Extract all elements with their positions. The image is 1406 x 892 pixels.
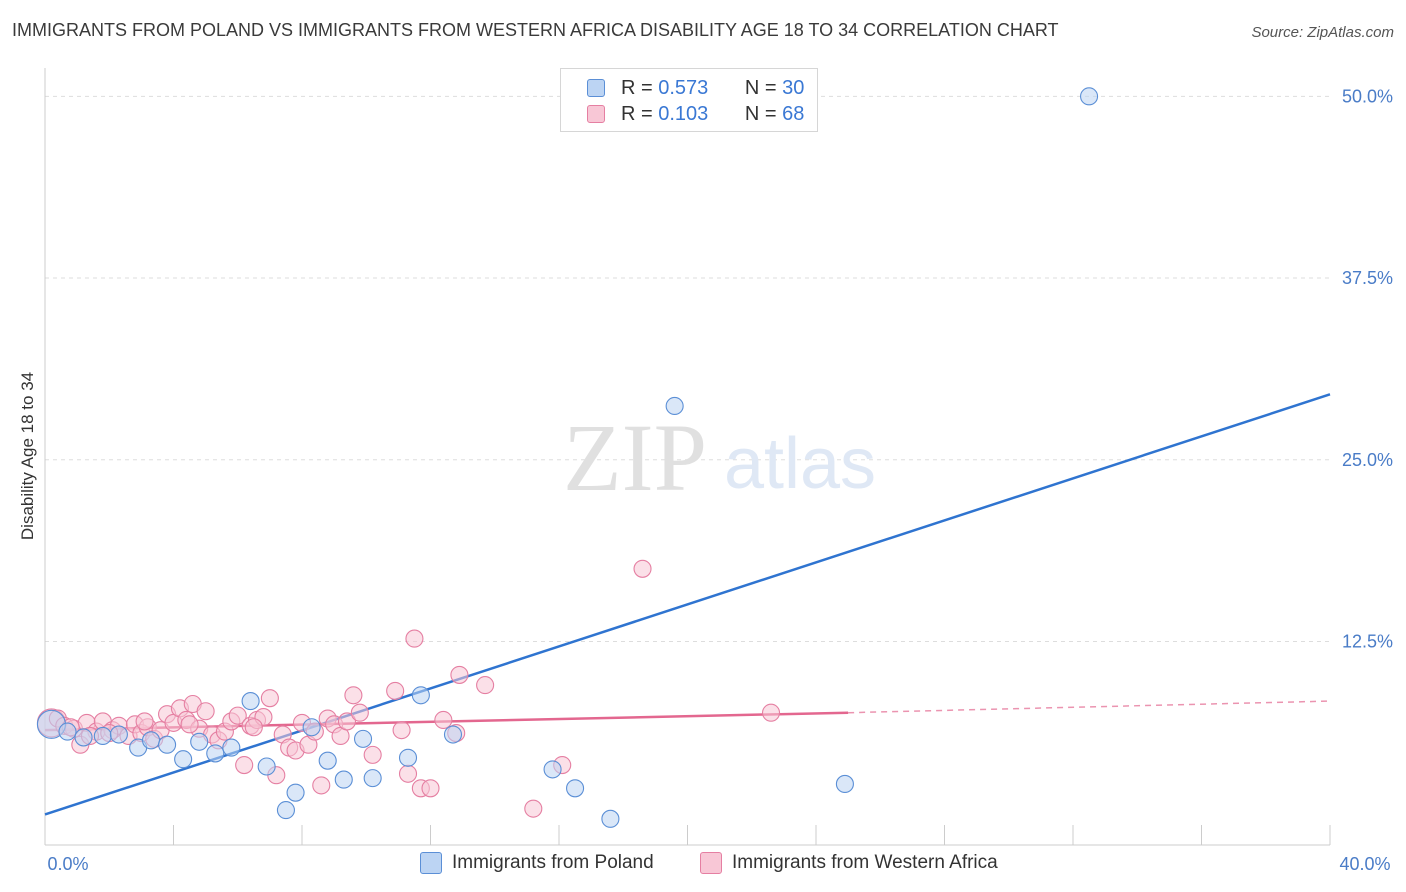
bottom-legend-swatch-poland: [420, 852, 442, 874]
poland-point: [93, 726, 112, 746]
africa-point: [405, 629, 424, 648]
legend-n-label: N =: [744, 102, 777, 125]
watermark-atlas: atlas: [724, 424, 876, 504]
bottom-legend-label-poland: Immigrants from Poland: [452, 852, 654, 873]
correlation-legend: R = 0.573 N = 30 R = 0.103 N = 68: [560, 68, 818, 132]
africa-point: [761, 703, 781, 722]
africa-points: [36, 559, 781, 818]
poland-point: [74, 728, 93, 747]
poland-point: [206, 744, 225, 763]
x-tick-label-min: 0.0%: [47, 854, 88, 874]
africa-point: [633, 559, 652, 578]
poland-point: [241, 692, 260, 711]
poland-point: [302, 718, 321, 737]
legend-r-value: 0.573: [658, 76, 709, 99]
y-tick-label: 37.5%: [1342, 268, 1393, 288]
africa-point: [450, 665, 469, 684]
africa-point: [235, 755, 254, 775]
poland-point: [411, 686, 430, 705]
x-tick-label-max: 40.0%: [1339, 854, 1390, 874]
poland-point: [158, 735, 177, 754]
poland-point: [286, 783, 305, 802]
legend-n-label: N =: [744, 76, 777, 99]
y-tick-labels: 12.5% 25.0% 37.5% 50.0%: [1342, 86, 1393, 651]
poland-point: [222, 738, 241, 757]
legend-n-value: 68: [782, 102, 805, 125]
poland-point: [665, 396, 684, 416]
poland-point: [257, 757, 276, 776]
watermark: ZIP atlas: [563, 404, 876, 511]
chart-title: IMMIGRANTS FROM POLAND VS IMMIGRANTS FRO…: [12, 20, 1059, 40]
africa-point: [350, 703, 369, 722]
africa-point: [434, 710, 453, 730]
africa-point: [196, 702, 215, 721]
africa-point: [476, 676, 495, 695]
poland-point: [1080, 87, 1099, 106]
bottom-legend-africa: Immigrants from Western Africa: [700, 852, 998, 874]
africa-point: [524, 799, 543, 818]
africa-point: [344, 686, 363, 705]
grid-lines: [45, 95, 1330, 642]
legend-n-value: 30: [782, 76, 805, 99]
legend-row-poland: R = 0.573 N = 30: [587, 76, 804, 100]
poland-point: [141, 731, 161, 750]
y-axis-label: Disability Age 18 to 34: [18, 372, 37, 540]
legend-swatch-africa: [587, 105, 605, 123]
poland-point: [276, 801, 295, 820]
watermark-zip: ZIP: [563, 404, 707, 511]
bottom-legend-label-africa: Immigrants from Western Africa: [732, 852, 998, 873]
legend-swatch-poland: [587, 79, 605, 97]
africa-point: [337, 712, 357, 731]
y-tick-label: 25.0%: [1342, 450, 1393, 470]
legend-r-value: 0.103: [658, 102, 709, 125]
legend-row-africa: R = 0.103 N = 68: [587, 102, 804, 126]
poland-point: [566, 779, 585, 798]
africa-trend-line-extrapolated: [848, 700, 1331, 714]
legend-r-label: R =: [621, 102, 653, 125]
poland-point: [58, 722, 77, 741]
bottom-legend-swatch-africa: [700, 852, 722, 874]
africa-point: [392, 721, 411, 740]
africa-point: [421, 779, 440, 798]
africa-point: [244, 718, 263, 737]
poland-trend-line: [44, 393, 1331, 816]
africa-point: [312, 776, 331, 795]
poland-point: [190, 732, 209, 751]
poland-point: [543, 760, 562, 779]
y-tick-label: 50.0%: [1342, 86, 1393, 106]
poland-point: [443, 725, 463, 744]
poland-point: [398, 748, 418, 767]
africa-point: [398, 764, 418, 783]
africa-point: [386, 681, 405, 700]
legend-r-label: R =: [621, 76, 653, 99]
source-credit: Source: ZipAtlas.com: [1251, 24, 1394, 41]
poland-points: [36, 87, 1099, 828]
poland-point: [334, 770, 353, 789]
poland-point: [174, 750, 193, 769]
poland-point: [109, 725, 128, 744]
bottom-legend-poland: Immigrants from Poland: [420, 852, 654, 874]
africa-point: [228, 706, 247, 725]
poland-point: [363, 769, 382, 788]
africa-point: [180, 715, 199, 734]
poland-point: [353, 729, 373, 748]
africa-point: [260, 689, 279, 708]
africa-point: [135, 712, 154, 731]
poland-point: [601, 809, 620, 828]
y-tick-label: 12.5%: [1342, 631, 1393, 651]
africa-point: [363, 745, 382, 764]
poland-point: [835, 774, 854, 793]
poland-point: [318, 751, 337, 770]
